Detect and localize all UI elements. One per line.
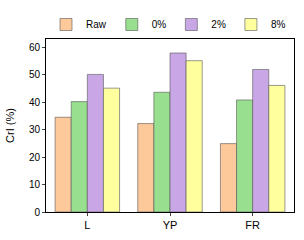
- svg-text:30: 30: [29, 124, 41, 135]
- svg-text:20: 20: [29, 152, 41, 163]
- svg-text:60: 60: [29, 42, 41, 53]
- svg-text:L: L: [84, 219, 90, 231]
- svg-text:8%: 8%: [271, 19, 286, 30]
- svg-text:Raw: Raw: [86, 19, 107, 30]
- svg-text:CrI (%): CrI (%): [4, 108, 16, 143]
- svg-text:50: 50: [29, 69, 41, 80]
- svg-text:2%: 2%: [211, 19, 226, 30]
- svg-text:0: 0: [34, 207, 40, 218]
- svg-text:10: 10: [29, 179, 41, 190]
- svg-text:40: 40: [29, 97, 41, 108]
- svg-text:0%: 0%: [152, 19, 167, 30]
- svg-text:FR: FR: [245, 219, 260, 231]
- svg-text:YP: YP: [163, 219, 178, 231]
